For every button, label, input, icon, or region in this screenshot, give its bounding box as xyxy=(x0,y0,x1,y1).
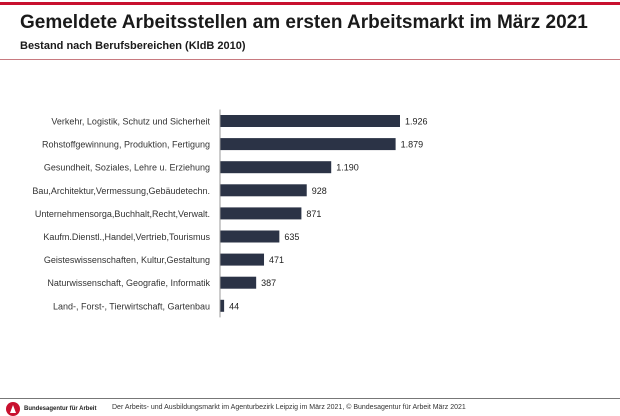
footer-divider xyxy=(0,398,620,399)
category-label: Unternehmensorga,Buchhalt,Recht,Verwalt. xyxy=(35,209,210,219)
bar xyxy=(220,207,302,220)
data-label: 387 xyxy=(261,278,276,288)
header-divider xyxy=(0,59,620,60)
logo-text: Bundesagentur für Arbeit xyxy=(24,406,97,412)
data-label: 1.879 xyxy=(401,140,424,150)
category-label: Land-, Forst-, Tierwirtschaft, Gartenbau xyxy=(53,301,210,311)
page-subtitle: Bestand nach Berufsbereichen (KldB 2010) xyxy=(20,40,246,52)
data-label: 44 xyxy=(229,301,239,311)
logo: Bundesagentur für Arbeit xyxy=(6,402,96,416)
category-label: Gesundheit, Soziales, Lehre u. Erziehung xyxy=(44,163,210,173)
footer-text: Der Arbeits- und Ausbildungsmarkt im Age… xyxy=(112,404,466,411)
category-label: Naturwissenschaft, Geografie, Informatik xyxy=(47,278,210,288)
bar xyxy=(220,299,225,312)
bar xyxy=(220,115,400,127)
bar xyxy=(220,230,280,243)
agency-logo-icon xyxy=(6,402,20,416)
data-label: 928 xyxy=(312,186,327,196)
bar xyxy=(220,253,265,266)
category-label: Rohstoffgewinnung, Produktion, Fertigung xyxy=(42,140,210,150)
bar xyxy=(220,184,307,197)
bar xyxy=(220,161,332,174)
bar-chart: Verkehr, Logistik, Schutz und Sicherheit… xyxy=(32,109,428,318)
data-label: 871 xyxy=(306,209,321,219)
category-label: Geisteswissenschaften, Kultur,Gestaltung xyxy=(44,255,210,265)
category-label: Verkehr, Logistik, Schutz und Sicherheit xyxy=(51,117,210,127)
page-title: Gemeldete Arbeitsstellen am ersten Arbei… xyxy=(20,12,588,33)
data-label: 635 xyxy=(284,232,299,242)
data-label: 1.926 xyxy=(405,117,428,127)
bar xyxy=(220,138,396,151)
top-accent-bar xyxy=(0,2,620,5)
category-label: Kaufm.Dienstl.,Handel,Vertrieb,Tourismus xyxy=(43,232,210,242)
data-label: 471 xyxy=(269,255,284,265)
category-label: Bau,Architektur,Vermessung,Gebäudetechn. xyxy=(32,186,210,196)
data-label: 1.190 xyxy=(336,163,359,173)
bar xyxy=(220,276,257,289)
